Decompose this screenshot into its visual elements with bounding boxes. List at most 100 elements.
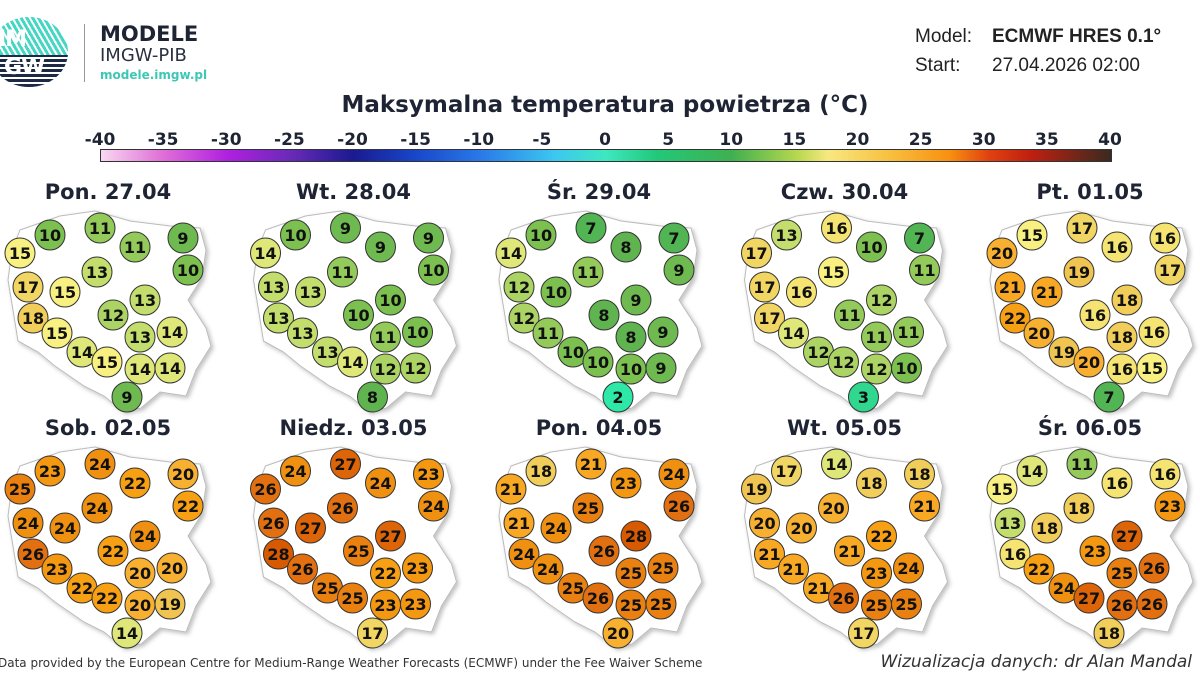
temperature-marker bbox=[91, 346, 123, 378]
temperature-value: 10 bbox=[860, 238, 882, 257]
temperature-value: 10 bbox=[347, 306, 369, 325]
temperature-value: 21 bbox=[500, 480, 522, 499]
temperature-value: 15 bbox=[822, 263, 844, 282]
temperature-value: 16 bbox=[1106, 238, 1128, 257]
temperature-marker bbox=[280, 455, 311, 487]
temperature-marker bbox=[508, 302, 540, 334]
temperature-marker bbox=[402, 552, 433, 584]
temperature-marker bbox=[647, 316, 679, 348]
start-info: Start: 27.04.2026 02:00 bbox=[915, 55, 1140, 76]
temperature-value: 14 bbox=[116, 624, 138, 643]
temperature-marker bbox=[343, 299, 374, 331]
temperature-marker bbox=[1023, 317, 1055, 349]
temperature-value: 24 bbox=[369, 474, 391, 493]
temperature-value: 26 bbox=[1143, 559, 1165, 578]
temperature-marker bbox=[280, 219, 311, 251]
temperature-marker bbox=[1138, 552, 1170, 584]
legend-tick: 30 bbox=[971, 130, 996, 150]
temperature-value: 8 bbox=[598, 306, 609, 325]
temperature-value: 25 bbox=[577, 499, 599, 518]
brand-url[interactable]: modele.imgw.pl bbox=[100, 68, 208, 82]
temperature-marker bbox=[575, 448, 607, 480]
temperature-value: 15 bbox=[96, 353, 118, 372]
temperature-marker bbox=[327, 256, 358, 288]
temperature-value: 16 bbox=[1004, 545, 1026, 564]
temperature-marker bbox=[525, 455, 557, 487]
temperature-marker bbox=[1031, 512, 1063, 544]
temperature-value: 18 bbox=[1068, 499, 1090, 518]
temperature-marker bbox=[365, 231, 396, 263]
legend-tick: -5 bbox=[532, 130, 552, 150]
temperature-marker bbox=[588, 299, 620, 331]
temperature-value: 28 bbox=[625, 527, 647, 546]
temperature-value: 23 bbox=[404, 595, 426, 614]
temperature-marker bbox=[818, 256, 849, 288]
temperature-value: 22 bbox=[1004, 309, 1026, 328]
temperature-value: 12 bbox=[807, 343, 829, 362]
temperature-value: 12 bbox=[513, 309, 535, 328]
temperature-marker bbox=[778, 317, 809, 349]
temperature-marker bbox=[620, 284, 652, 316]
temperature-marker bbox=[49, 512, 81, 544]
temperature-value: 22 bbox=[96, 589, 118, 608]
temperature-value: 16 bbox=[790, 283, 812, 302]
temperature-marker bbox=[1031, 276, 1063, 308]
temperature-marker bbox=[258, 271, 289, 303]
temperature-marker bbox=[909, 254, 940, 286]
temperature-marker bbox=[1066, 448, 1098, 480]
temperature-value: 24 bbox=[134, 527, 156, 546]
temperature-value: 16 bbox=[1143, 323, 1165, 342]
temperature-value: 14 bbox=[825, 455, 847, 474]
legend-tick: -15 bbox=[400, 130, 431, 150]
temperature-value: 19 bbox=[1068, 263, 1090, 282]
temperature-marker bbox=[848, 617, 879, 649]
temperature-marker bbox=[994, 271, 1026, 303]
temperature-value: 10 bbox=[562, 343, 584, 362]
temperature-marker bbox=[610, 231, 642, 263]
temperature-value: 23 bbox=[865, 564, 887, 583]
temperature-value: 24 bbox=[537, 560, 559, 579]
temperature-marker bbox=[1093, 617, 1125, 649]
temperature-value: 16 bbox=[1154, 465, 1176, 484]
temperature-value: 21 bbox=[838, 542, 860, 561]
temperature-marker bbox=[741, 473, 772, 505]
temperature-value: 22 bbox=[870, 527, 892, 546]
temperature-marker bbox=[167, 458, 199, 490]
temperature-value: 16 bbox=[1154, 229, 1176, 248]
temperature-value: 11 bbox=[913, 261, 935, 280]
temperature-marker bbox=[610, 467, 642, 499]
temperature-marker bbox=[34, 455, 66, 487]
temperature-marker bbox=[893, 552, 924, 584]
divider bbox=[84, 24, 85, 82]
temperature-marker bbox=[778, 553, 809, 585]
temperature-marker bbox=[834, 299, 865, 331]
temperature-marker bbox=[154, 588, 186, 620]
temperature-value: 8 bbox=[367, 388, 378, 407]
temperature-value: 26 bbox=[254, 480, 276, 499]
temperature-value: 15 bbox=[46, 324, 68, 343]
temperature-marker bbox=[861, 321, 892, 353]
temperature-marker bbox=[572, 492, 604, 524]
temperature-marker bbox=[495, 473, 527, 505]
temperature-value: 15 bbox=[54, 283, 76, 302]
temperature-marker bbox=[904, 458, 935, 490]
temperature-marker bbox=[856, 467, 887, 499]
temperature-value: 25 bbox=[1111, 564, 1133, 583]
temperature-marker bbox=[861, 557, 892, 589]
temperature-value: 20 bbox=[161, 559, 183, 578]
temperature-value: 26 bbox=[1141, 595, 1163, 614]
temperature-value: 27 bbox=[1078, 589, 1100, 608]
brand-org: IMGW-PIB bbox=[100, 45, 187, 66]
temperature-marker bbox=[754, 302, 785, 334]
temperature-value: 18 bbox=[1036, 519, 1058, 538]
temperature-value: 10 bbox=[895, 359, 917, 378]
temperature-marker bbox=[49, 276, 81, 308]
temperature-marker bbox=[129, 284, 161, 316]
temperature-value: 26 bbox=[1111, 596, 1133, 615]
temperature-value: 27 bbox=[1116, 527, 1138, 546]
